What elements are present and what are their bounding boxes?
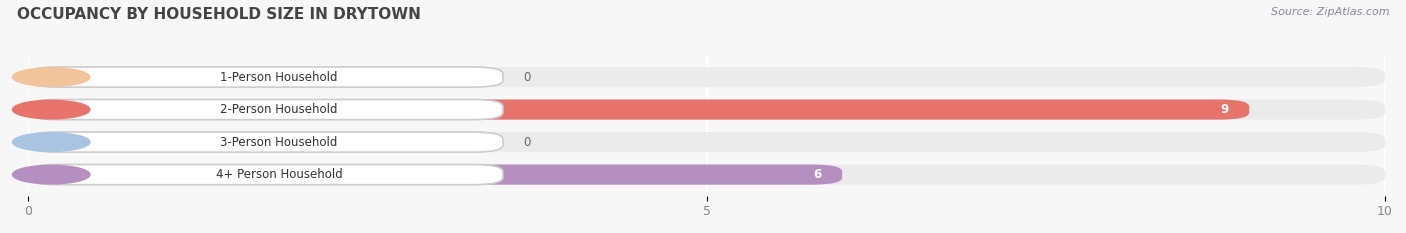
FancyBboxPatch shape [28, 164, 503, 185]
FancyBboxPatch shape [28, 132, 1385, 152]
Text: 3-Person Household: 3-Person Household [221, 136, 337, 149]
Text: OCCUPANCY BY HOUSEHOLD SIZE IN DRYTOWN: OCCUPANCY BY HOUSEHOLD SIZE IN DRYTOWN [17, 7, 420, 22]
FancyBboxPatch shape [28, 99, 1250, 120]
FancyBboxPatch shape [28, 99, 503, 120]
Text: 4+ Person Household: 4+ Person Household [215, 168, 343, 181]
Circle shape [13, 100, 90, 119]
Text: 6: 6 [814, 168, 823, 181]
FancyBboxPatch shape [28, 164, 842, 185]
Text: 0: 0 [523, 136, 530, 149]
Circle shape [13, 68, 90, 86]
FancyBboxPatch shape [28, 67, 503, 87]
Text: 9: 9 [1220, 103, 1229, 116]
FancyBboxPatch shape [28, 67, 1385, 87]
FancyBboxPatch shape [28, 164, 1385, 185]
Text: 1-Person Household: 1-Person Household [221, 71, 337, 84]
Text: Source: ZipAtlas.com: Source: ZipAtlas.com [1271, 7, 1389, 17]
Circle shape [13, 165, 90, 184]
Circle shape [13, 133, 90, 151]
FancyBboxPatch shape [28, 99, 1385, 120]
FancyBboxPatch shape [28, 132, 503, 152]
Text: 2-Person Household: 2-Person Household [221, 103, 337, 116]
Text: 0: 0 [523, 71, 530, 84]
